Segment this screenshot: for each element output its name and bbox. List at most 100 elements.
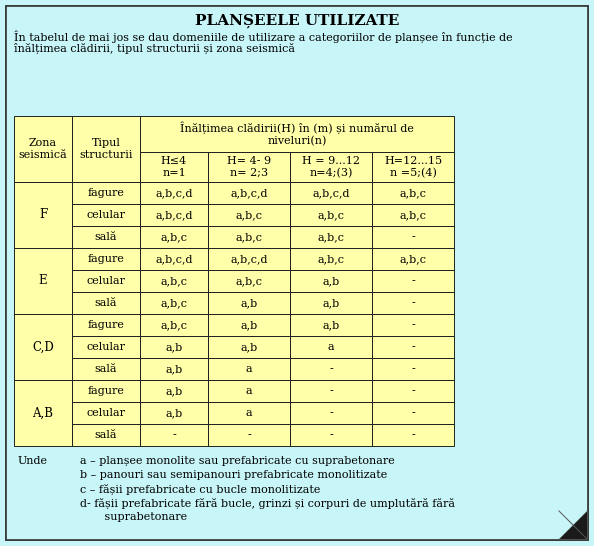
Text: a,b,c: a,b,c [235, 276, 263, 286]
Text: -: - [329, 364, 333, 374]
Text: fagure: fagure [87, 188, 124, 198]
Text: celular: celular [87, 276, 125, 286]
Text: celular: celular [87, 210, 125, 220]
Bar [140, 358, 208, 380]
Text: Zona
seismică: Zona seismică [18, 138, 67, 160]
Text: În tabelul de mai jos se dau domeniile de utilizare a categoriilor de planșee în: În tabelul de mai jos se dau domeniile d… [14, 30, 513, 43]
Bar [372, 182, 454, 204]
Bar [208, 204, 290, 226]
Text: -: - [411, 408, 415, 418]
Text: a,b,c: a,b,c [318, 254, 345, 264]
Text: C,D: C,D [32, 341, 54, 353]
Text: a: a [246, 364, 252, 374]
Text: H= 4- 9
n= 2;3: H= 4- 9 n= 2;3 [227, 156, 271, 178]
Text: Unde: Unde [18, 456, 48, 466]
Bar [72, 116, 140, 182]
Text: -: - [411, 320, 415, 330]
Bar [372, 358, 454, 380]
Text: a,b,c: a,b,c [160, 320, 188, 330]
Bar [372, 270, 454, 292]
Text: Tipul
structurii: Tipul structurii [79, 138, 132, 160]
Text: a,b: a,b [165, 408, 182, 418]
Text: a,b: a,b [241, 320, 258, 330]
Text: a,b,c: a,b,c [235, 232, 263, 242]
Text: H=12...15
n =5;(4): H=12...15 n =5;(4) [384, 156, 442, 178]
Bar [140, 204, 208, 226]
Bar [290, 336, 372, 358]
Bar [72, 226, 140, 248]
Text: d- fășii prefabricate fără bucle, grinzi și corpuri de umplutără fără: d- fășii prefabricate fără bucle, grinzi… [80, 498, 455, 509]
Text: a,b: a,b [165, 364, 182, 374]
Text: sală: sală [95, 232, 117, 242]
Bar [140, 270, 208, 292]
Bar [208, 358, 290, 380]
Bar [290, 314, 372, 336]
Bar [72, 358, 140, 380]
Bar [14, 116, 454, 446]
Text: fagure: fagure [87, 254, 124, 264]
Bar [372, 424, 454, 446]
Bar [208, 248, 290, 270]
Text: -: - [411, 364, 415, 374]
Text: a: a [246, 408, 252, 418]
Text: a,b,c: a,b,c [160, 298, 188, 308]
Text: a,b: a,b [323, 276, 340, 286]
Text: PLANȘEELE UTILIZATE: PLANȘEELE UTILIZATE [195, 14, 399, 28]
Bar [208, 152, 290, 182]
Text: a,b: a,b [165, 386, 182, 396]
Bar [372, 292, 454, 314]
Text: -: - [411, 276, 415, 286]
Text: a,b: a,b [241, 298, 258, 308]
Text: a,b: a,b [323, 320, 340, 330]
Text: -: - [329, 408, 333, 418]
Bar [140, 380, 208, 402]
Bar [72, 204, 140, 226]
Text: sală: sală [95, 364, 117, 374]
Bar [14, 182, 72, 248]
Bar [72, 270, 140, 292]
Text: -: - [329, 430, 333, 440]
Bar [372, 248, 454, 270]
Text: E: E [39, 275, 48, 288]
Bar [372, 152, 454, 182]
Text: b – panouri sau semipanouri prefabricate monolitizate: b – panouri sau semipanouri prefabricate… [80, 470, 387, 480]
Text: -: - [247, 430, 251, 440]
Text: a,b: a,b [165, 342, 182, 352]
Text: celular: celular [87, 408, 125, 418]
Bar [208, 380, 290, 402]
Bar [372, 402, 454, 424]
Bar [140, 116, 454, 152]
Text: a,b,c,d: a,b,c,d [155, 210, 192, 220]
Bar [208, 336, 290, 358]
Text: fagure: fagure [87, 320, 124, 330]
Text: înălțimea clădirii, tipul structurii și zona seismică: înălțimea clădirii, tipul structurii și … [14, 43, 295, 54]
Text: c – fășii prefabricate cu bucle monolitizate: c – fășii prefabricate cu bucle monoliti… [80, 484, 320, 495]
Text: a,b,c,d: a,b,c,d [230, 254, 268, 264]
Bar [72, 380, 140, 402]
Text: a,b,c: a,b,c [400, 188, 426, 198]
Bar [372, 204, 454, 226]
Text: H≤4
n=1: H≤4 n=1 [161, 156, 187, 178]
Bar [372, 226, 454, 248]
Bar [290, 424, 372, 446]
Text: Înălțimea clădirii(H) în (m) și numărul de
niveluri(n): Înălțimea clădirii(H) în (m) și numărul … [180, 122, 414, 146]
Text: -: - [411, 298, 415, 308]
Bar [290, 358, 372, 380]
Bar [72, 402, 140, 424]
Bar [140, 182, 208, 204]
Bar [372, 336, 454, 358]
Text: a: a [328, 342, 334, 352]
Text: a,b,c: a,b,c [318, 210, 345, 220]
Polygon shape [559, 511, 587, 539]
Bar [208, 314, 290, 336]
Text: -: - [329, 386, 333, 396]
Text: a,b,c,d: a,b,c,d [155, 188, 192, 198]
Text: a,b: a,b [241, 342, 258, 352]
Text: sală: sală [95, 430, 117, 440]
Text: a,b,c: a,b,c [400, 254, 426, 264]
Bar [14, 248, 72, 314]
Bar [372, 314, 454, 336]
Text: F: F [39, 209, 47, 222]
Bar [290, 152, 372, 182]
Bar [14, 380, 72, 446]
